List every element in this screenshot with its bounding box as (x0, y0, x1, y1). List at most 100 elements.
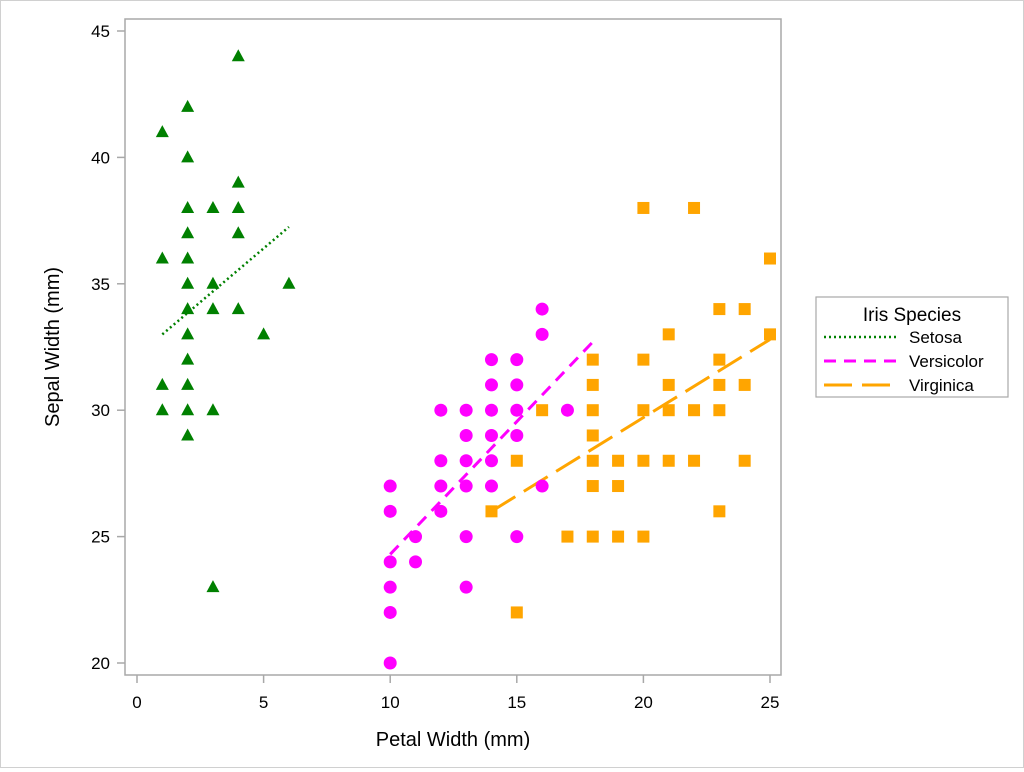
point-virginica (485, 505, 498, 518)
x-axis-label: Petal Width (mm) (376, 729, 530, 751)
y-tick-label: 35 (91, 275, 110, 294)
point-virginica (536, 404, 549, 417)
point-setosa (231, 49, 245, 62)
point-versicolor (510, 353, 524, 367)
point-setosa (181, 352, 195, 365)
point-versicolor (383, 479, 397, 493)
point-virginica (586, 429, 599, 442)
point-virginica (612, 454, 625, 467)
point-setosa (231, 200, 245, 213)
fit-line-versicolor (389, 340, 594, 556)
point-versicolor (459, 428, 473, 442)
point-virginica (662, 328, 675, 341)
point-versicolor (434, 479, 448, 493)
point-versicolor (383, 555, 397, 569)
point-virginica (688, 454, 701, 467)
point-versicolor (484, 378, 498, 392)
point-setosa (257, 327, 271, 340)
point-virginica (764, 328, 776, 341)
point-virginica (612, 480, 625, 493)
y-axis: 20 25 30 35 40 45 (91, 22, 125, 673)
y-tick-label: 25 (91, 528, 110, 547)
point-versicolor (434, 504, 448, 518)
plot-border (124, 18, 782, 676)
point-setosa (155, 377, 169, 390)
point-versicolor (484, 428, 498, 442)
point-setosa (181, 302, 195, 315)
point-versicolor (510, 428, 524, 442)
y-tick-label: 30 (91, 401, 110, 420)
legend-items: Setosa Versicolor Virginica (824, 328, 984, 395)
point-virginica (713, 353, 726, 366)
point-setosa (231, 302, 245, 315)
point-versicolor (484, 353, 498, 367)
point-setosa (206, 200, 220, 213)
point-virginica (713, 303, 726, 316)
point-setosa (231, 175, 245, 188)
point-setosa (206, 276, 220, 289)
point-versicolor (383, 504, 397, 518)
point-virginica (637, 201, 650, 214)
point-versicolor (383, 656, 397, 670)
point-setosa (181, 200, 195, 213)
point-setosa (181, 403, 195, 416)
point-versicolor (434, 403, 448, 417)
point-virginica (688, 201, 701, 214)
x-tick-label: 20 (634, 693, 653, 712)
point-setosa (206, 302, 220, 315)
point-virginica (738, 378, 751, 391)
x-tick-label: 15 (507, 693, 526, 712)
point-versicolor (459, 403, 473, 417)
legend-label-setosa: Setosa (909, 328, 962, 347)
point-versicolor (409, 530, 423, 544)
point-setosa (181, 327, 195, 340)
point-versicolor (535, 327, 549, 341)
point-versicolor (459, 530, 473, 544)
x-tick-label: 10 (381, 693, 400, 712)
legend-title: Iris Species (863, 305, 961, 326)
x-axis: 0 5 10 15 20 25 (132, 675, 779, 712)
y-axis-label: Sepal Width (mm) (42, 267, 64, 427)
y-tick-label: 40 (91, 148, 110, 167)
point-virginica (688, 404, 701, 417)
x-tick-label: 5 (259, 693, 268, 712)
point-virginica (637, 530, 650, 543)
point-versicolor (510, 530, 524, 544)
x-tick-label: 25 (761, 693, 780, 712)
y-tick-label: 45 (91, 22, 110, 41)
point-virginica (586, 480, 599, 493)
point-versicolor (459, 580, 473, 594)
point-setosa (181, 251, 195, 264)
legend: Iris Species Setosa Versicolor Virginica (815, 296, 1009, 398)
point-setosa (181, 377, 195, 390)
point-virginica (586, 353, 599, 366)
point-versicolor (484, 479, 498, 493)
point-setosa (155, 125, 169, 138)
markers (155, 49, 776, 670)
point-virginica (586, 454, 599, 467)
x-tick-label: 0 (132, 693, 141, 712)
point-virginica (561, 530, 574, 543)
point-setosa (181, 99, 195, 112)
point-virginica (586, 530, 599, 543)
point-setosa (181, 428, 195, 441)
point-versicolor (484, 454, 498, 468)
legend-label-virginica: Virginica (909, 376, 974, 395)
point-versicolor (560, 403, 574, 417)
point-setosa (206, 580, 220, 593)
point-versicolor (535, 479, 549, 493)
point-virginica (713, 378, 726, 391)
point-versicolor (409, 555, 423, 569)
point-virginica (637, 353, 650, 366)
point-virginica (738, 454, 751, 467)
point-versicolor (434, 454, 448, 468)
point-virginica (637, 404, 650, 417)
point-virginica (612, 530, 625, 543)
point-virginica (713, 404, 726, 417)
point-versicolor (510, 378, 524, 392)
point-virginica (738, 303, 751, 316)
legend-box (815, 296, 1009, 398)
point-virginica (662, 404, 675, 417)
point-versicolor (383, 580, 397, 594)
